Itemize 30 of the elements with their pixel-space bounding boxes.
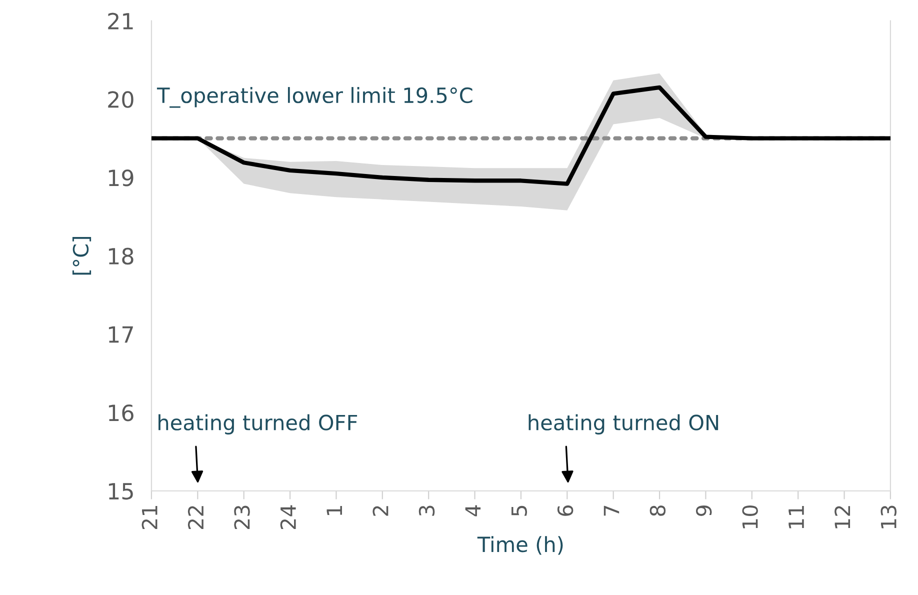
y-tick-label: 21 [108,12,133,30]
x-tick-label: 13 [880,506,897,528]
x-tick-label: 23 [234,506,250,530]
x-tick-label: 12 [834,506,850,528]
x-axis-title: Time (h) [477,536,563,555]
y-tick-label: 16 [108,404,134,422]
x-tick-label: 3 [418,506,435,516]
annotation: heating turned OFF [158,414,358,434]
x-tick-label: 1 [326,506,342,516]
x-tick-label: 5 [512,506,528,516]
x-tick-label: 11 [788,506,804,528]
y-tick-label: 20 [108,91,134,108]
y-tick-label: 15 [108,483,133,500]
y-tick-label: 17 [108,326,133,343]
ref-line-label: T_operative lower limit 19.5°C [156,87,472,108]
x-tick-label: 24 [280,505,296,530]
y-axis-title: [°C] [72,237,92,275]
x-tick-label: 6 [557,505,574,516]
x-tick-label: 7 [604,506,620,516]
x-tick-label: 2 [372,506,388,516]
x-tick-label: 4 [465,505,481,516]
y-tick-label: 18 [108,248,134,265]
x-tick-label: 8 [650,505,666,516]
x-tick-label: 10 [742,505,758,528]
x-tick-label: 22 [188,506,204,530]
y-tick-label: 19 [108,169,134,186]
annotation: heating turned ON [528,414,718,434]
line-series [151,85,890,186]
x-tick-label: 21 [142,506,158,530]
x-tick-label: 9 [696,506,712,516]
